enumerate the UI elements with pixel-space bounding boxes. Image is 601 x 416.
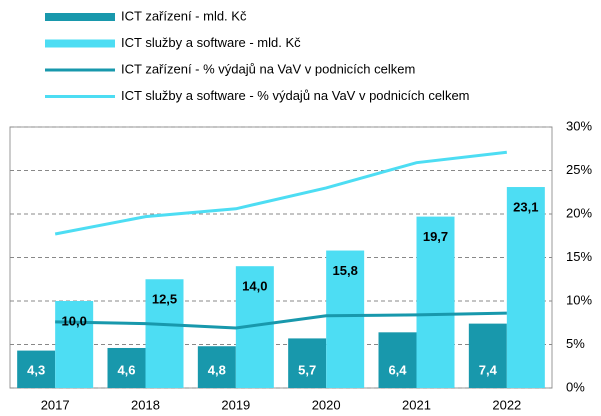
y2-tick-label: 15% [566, 249, 592, 264]
bar [468, 323, 507, 388]
data-label: 23,1 [513, 199, 538, 214]
y2-tick-label: 0% [566, 379, 585, 394]
legend-label: ICT zařízení - mld. Kč [121, 8, 247, 23]
data-label: 12,5 [152, 292, 177, 307]
bar [416, 216, 455, 388]
x-tick-label: 2017 [41, 397, 70, 412]
bar [197, 346, 236, 388]
data-label: 4,3 [27, 362, 45, 377]
line-series [54, 150, 508, 236]
bar [107, 347, 146, 388]
y2-tick-label: 20% [566, 205, 592, 220]
data-label: 6,4 [388, 362, 407, 377]
data-label: 10,0 [62, 313, 87, 328]
data-label: 14,0 [242, 279, 267, 294]
x-tick-label: 2022 [492, 397, 521, 412]
bar [288, 338, 327, 388]
x-tick-label: 2020 [312, 397, 341, 412]
bar [378, 332, 417, 388]
bar [55, 301, 94, 388]
data-label: 4,6 [117, 362, 135, 377]
bar [326, 250, 365, 388]
data-label: 19,7 [423, 229, 448, 244]
y2-tick-label: 25% [566, 162, 592, 177]
legend-label: ICT zařízení - % výdajů na VaV v podnicí… [121, 61, 415, 76]
data-label: 5,7 [298, 362, 316, 377]
x-tick-label: 2021 [402, 397, 431, 412]
bar [17, 350, 56, 388]
bar [506, 187, 545, 388]
bar [145, 279, 184, 388]
x-tick-label: 2019 [221, 397, 250, 412]
legend-label: ICT služby a software - mld. Kč [121, 35, 301, 50]
y2-tick-label: 10% [566, 292, 592, 307]
y2-tick-label: 5% [566, 336, 585, 351]
legend-label: ICT služby a software - % výdajů na VaV … [121, 88, 470, 103]
data-label: 4,8 [208, 362, 226, 377]
y2-tick-label: 30% [566, 118, 592, 133]
legend-swatch [45, 39, 115, 48]
data-label: 15,8 [333, 263, 358, 278]
legend-swatch [45, 13, 115, 21]
data-label: 7,4 [479, 362, 498, 377]
line-series [55, 311, 507, 330]
x-tick-label: 2018 [131, 397, 160, 412]
